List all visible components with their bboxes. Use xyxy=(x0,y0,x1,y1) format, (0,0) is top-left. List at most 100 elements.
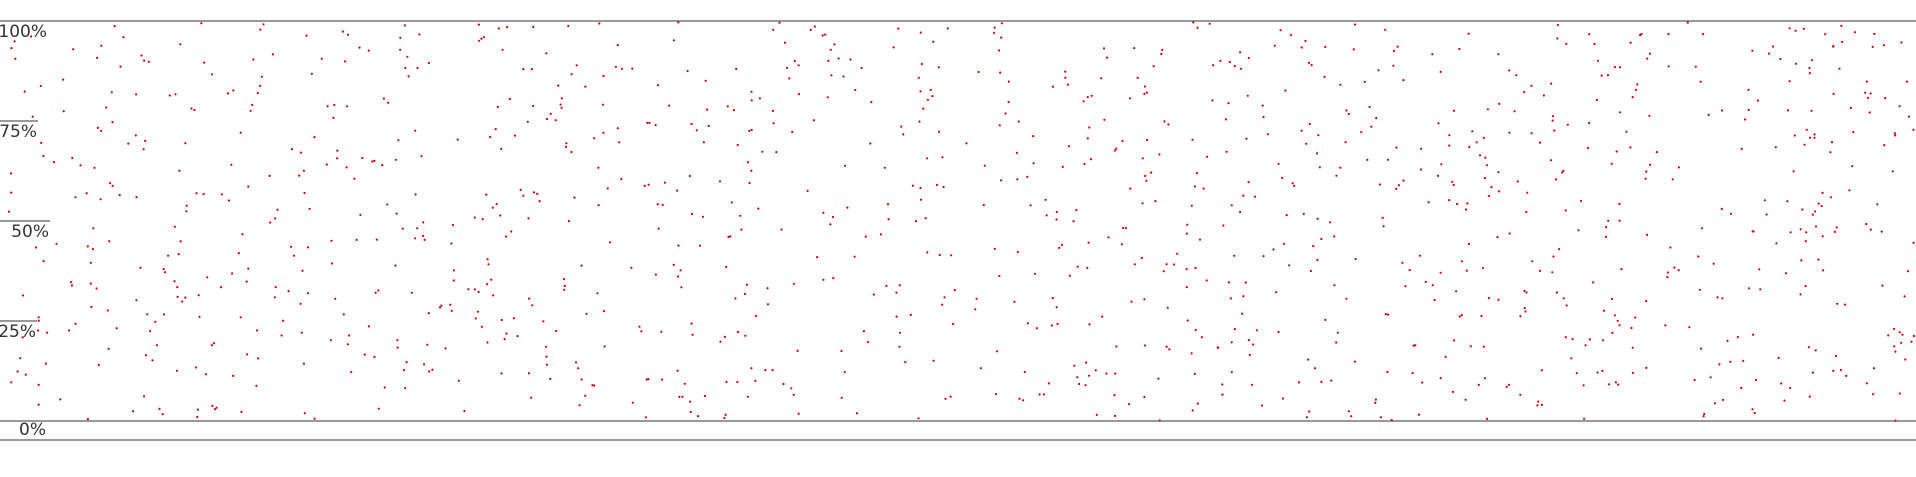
data-point xyxy=(1496,236,1499,239)
data-point xyxy=(530,396,533,399)
data-point xyxy=(831,215,835,219)
data-point xyxy=(290,148,293,151)
data-point xyxy=(1898,331,1901,334)
data-point xyxy=(1329,221,1332,224)
data-point xyxy=(1614,381,1617,384)
data-point xyxy=(1133,263,1136,266)
data-point xyxy=(418,33,421,36)
data-point xyxy=(1565,42,1568,45)
data-point xyxy=(1869,92,1872,95)
data-point xyxy=(1308,122,1311,126)
data-point xyxy=(1193,372,1196,375)
data-point xyxy=(1697,255,1700,258)
data-point xyxy=(1408,269,1411,272)
data-point xyxy=(1629,41,1632,44)
data-point xyxy=(1316,258,1319,261)
data-point xyxy=(131,410,135,413)
data-point xyxy=(1832,45,1835,48)
data-point xyxy=(1384,28,1387,31)
data-point xyxy=(1777,356,1780,359)
data-point xyxy=(1064,70,1067,73)
data-point xyxy=(251,103,254,106)
data-point xyxy=(746,161,750,164)
data-point xyxy=(1571,338,1574,341)
data-point xyxy=(135,93,138,96)
data-point xyxy=(1233,65,1236,68)
data-point xyxy=(593,384,596,387)
data-point xyxy=(1200,336,1203,339)
data-point xyxy=(1655,151,1658,154)
data-point xyxy=(1336,331,1339,334)
data-point xyxy=(1145,179,1148,182)
data-point xyxy=(1284,89,1287,92)
data-point xyxy=(1324,45,1327,49)
data-point xyxy=(310,72,313,75)
data-point xyxy=(1246,94,1249,97)
data-point xyxy=(922,107,925,110)
data-point xyxy=(37,316,40,319)
data-point xyxy=(151,359,154,362)
data-point xyxy=(1163,120,1166,123)
data-point xyxy=(1783,399,1786,402)
data-point xyxy=(344,60,347,63)
data-point xyxy=(1608,383,1611,386)
data-point xyxy=(1144,174,1147,177)
data-point xyxy=(1575,372,1578,375)
data-point xyxy=(240,410,243,413)
data-point xyxy=(1186,319,1189,322)
data-point xyxy=(176,286,179,289)
data-point xyxy=(1417,413,1421,416)
data-point xyxy=(1431,284,1434,287)
data-point xyxy=(1018,397,1021,400)
data-point xyxy=(1414,344,1417,347)
data-point xyxy=(1467,242,1470,245)
data-point xyxy=(1015,151,1019,154)
data-point xyxy=(1808,67,1811,70)
data-point xyxy=(946,27,949,30)
data-point xyxy=(301,269,304,272)
data-point xyxy=(239,316,242,319)
data-point xyxy=(782,382,785,386)
data-point xyxy=(567,220,571,223)
data-point xyxy=(887,218,890,221)
data-point xyxy=(1900,41,1903,44)
data-point xyxy=(982,204,985,207)
data-point xyxy=(1345,297,1348,300)
data-point xyxy=(481,218,484,221)
data-point xyxy=(1586,147,1590,150)
data-point xyxy=(404,387,407,390)
data-point xyxy=(1630,326,1633,330)
data-point xyxy=(1667,33,1670,36)
data-point xyxy=(1288,264,1291,267)
data-point xyxy=(915,220,918,223)
data-point xyxy=(431,368,434,371)
data-point xyxy=(1455,290,1458,293)
data-point xyxy=(1297,381,1301,384)
data-point xyxy=(1239,51,1242,54)
data-point xyxy=(1507,383,1511,386)
data-point xyxy=(1386,158,1390,161)
data-point xyxy=(14,57,17,60)
data-point xyxy=(89,282,92,285)
data-point xyxy=(1789,386,1792,390)
data-point xyxy=(44,362,48,365)
data-point xyxy=(241,233,244,236)
data-point xyxy=(302,362,305,365)
data-point xyxy=(1556,37,1559,40)
data-point xyxy=(135,196,138,199)
data-point xyxy=(193,108,196,112)
data-point xyxy=(1382,225,1385,228)
data-point xyxy=(320,57,323,60)
data-point xyxy=(1185,268,1188,271)
data-point xyxy=(630,266,633,269)
data-point xyxy=(1804,285,1807,288)
data-point xyxy=(695,129,698,132)
data-point xyxy=(505,332,508,335)
data-point xyxy=(1768,52,1771,55)
data-point xyxy=(1239,67,1243,70)
data-point xyxy=(975,297,978,300)
data-point xyxy=(609,241,612,244)
data-point xyxy=(1771,45,1775,48)
data-point xyxy=(1401,261,1404,264)
data-point xyxy=(477,23,480,26)
